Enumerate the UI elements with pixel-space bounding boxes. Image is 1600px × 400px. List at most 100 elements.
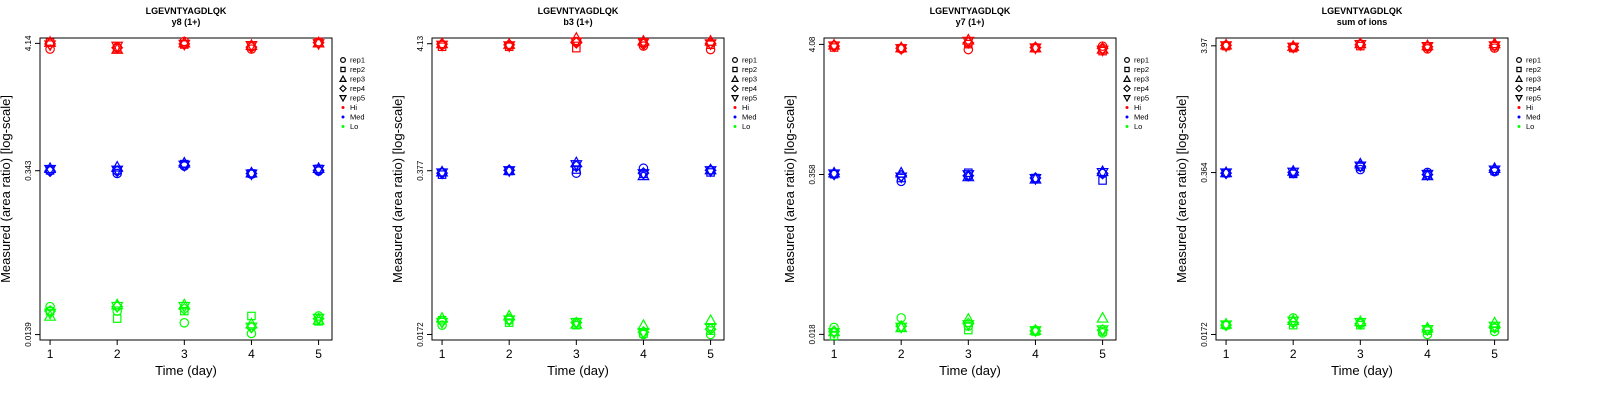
legend-symbol <box>1515 84 1523 93</box>
data-point <box>1488 165 1501 177</box>
x-tick-label: 1 <box>831 347 838 361</box>
chart-subtitle: sum of ions <box>1337 17 1388 27</box>
x-tick-label: 3 <box>573 347 580 361</box>
data-point <box>827 325 841 338</box>
data-point <box>43 40 57 52</box>
legend-label: rep5 <box>350 94 365 103</box>
data-point <box>827 324 841 337</box>
data-point <box>962 320 975 332</box>
data-point <box>1354 317 1367 330</box>
legend-label: Hi <box>1134 103 1141 112</box>
data-point <box>178 298 191 310</box>
data-point <box>1219 165 1233 178</box>
data-point <box>178 36 191 48</box>
data-point <box>437 320 447 330</box>
data-point <box>704 163 717 175</box>
legend-symbol <box>340 66 346 73</box>
data-point <box>435 40 449 52</box>
data-point <box>1219 41 1233 53</box>
data-point <box>962 170 975 182</box>
y-tick-label: 0.364 <box>1200 162 1209 183</box>
y-tick-label: 0.358 <box>808 164 817 185</box>
legend-label: Hi <box>350 103 357 112</box>
data-point <box>246 328 257 339</box>
legend-symbol <box>1123 84 1131 93</box>
y-tick-label: 0.0172 <box>416 322 425 347</box>
y-axis-label: Measured (area ratio) [log-scale] <box>782 95 797 283</box>
legend-label: Hi <box>742 103 749 112</box>
data-point <box>638 163 649 174</box>
data-point <box>570 317 583 330</box>
data-point <box>43 37 57 50</box>
x-tick-label: 2 <box>1290 347 1297 361</box>
data-point <box>112 314 122 323</box>
legend-label: Lo <box>1134 122 1142 131</box>
chart-subtitle: y8 (1+) <box>172 17 201 27</box>
plot-frame <box>431 37 725 341</box>
x-tick-label: 4 <box>248 347 255 361</box>
y-tick-label: 0.343 <box>24 160 33 181</box>
legend-symbol <box>1514 74 1524 83</box>
x-axis-label: Time (day) <box>1331 363 1393 378</box>
legend-label: rep3 <box>742 75 757 84</box>
y-tick-label: 4.13 <box>416 35 425 51</box>
y-tick-label: 0.018 <box>808 324 817 345</box>
legend-symbol <box>733 106 737 109</box>
data-point <box>1029 174 1042 186</box>
y-tick-label: 0.0139 <box>24 322 33 347</box>
x-tick-label: 1 <box>47 347 54 361</box>
chart-title: LGEVNTYAGDLQK <box>1322 6 1403 16</box>
x-tick-label: 2 <box>506 347 513 361</box>
legend-symbol <box>339 84 347 93</box>
data-point <box>1029 41 1042 53</box>
legend-symbol <box>341 115 345 119</box>
data-point <box>43 308 57 320</box>
legend-symbol <box>1124 66 1130 73</box>
data-point <box>1286 167 1300 179</box>
legend-symbol <box>338 94 348 103</box>
legend-label: rep1 <box>1134 56 1149 65</box>
data-point <box>1029 43 1042 55</box>
y-tick-label: 0.0172 <box>1200 322 1209 347</box>
data-point <box>572 165 581 174</box>
data-point <box>962 36 975 49</box>
legend-symbol <box>733 125 737 128</box>
data-point <box>245 322 258 334</box>
y-axis-label: Measured (area ratio) [log-scale] <box>0 95 13 283</box>
data-point <box>1029 326 1042 338</box>
legend-symbol <box>341 125 345 128</box>
legend-label: rep1 <box>1526 56 1541 65</box>
legend-label: rep1 <box>742 56 757 65</box>
data-point <box>502 37 516 49</box>
legend-symbol <box>1123 56 1130 63</box>
plot-frame <box>1215 37 1509 341</box>
legend-label: rep5 <box>1134 94 1149 103</box>
legend-label: Hi <box>1526 103 1533 112</box>
y-axis-label: Measured (area ratio) [log-scale] <box>1174 95 1189 283</box>
x-axis-label: Time (day) <box>939 363 1001 378</box>
legend-symbol <box>1517 106 1521 109</box>
legend-label: rep3 <box>1526 75 1541 84</box>
data-point <box>1421 324 1434 337</box>
data-point <box>1096 311 1109 323</box>
data-point <box>1421 169 1434 182</box>
data-point <box>704 313 717 326</box>
data-point <box>1219 168 1233 180</box>
data-point <box>570 160 583 172</box>
data-point <box>637 34 650 46</box>
data-point <box>43 164 57 177</box>
x-tick-label: 4 <box>1424 347 1431 361</box>
data-point <box>312 164 325 177</box>
data-point <box>312 36 325 48</box>
data-point <box>827 169 841 181</box>
data-point <box>502 309 516 321</box>
data-point <box>502 166 516 178</box>
data-point <box>637 38 650 50</box>
legend-symbol <box>1517 125 1521 128</box>
legend-label: Lo <box>350 122 358 131</box>
data-point <box>1096 325 1109 337</box>
chart-subtitle: y7 (1+) <box>956 17 985 27</box>
legend-label: rep4 <box>742 84 757 93</box>
